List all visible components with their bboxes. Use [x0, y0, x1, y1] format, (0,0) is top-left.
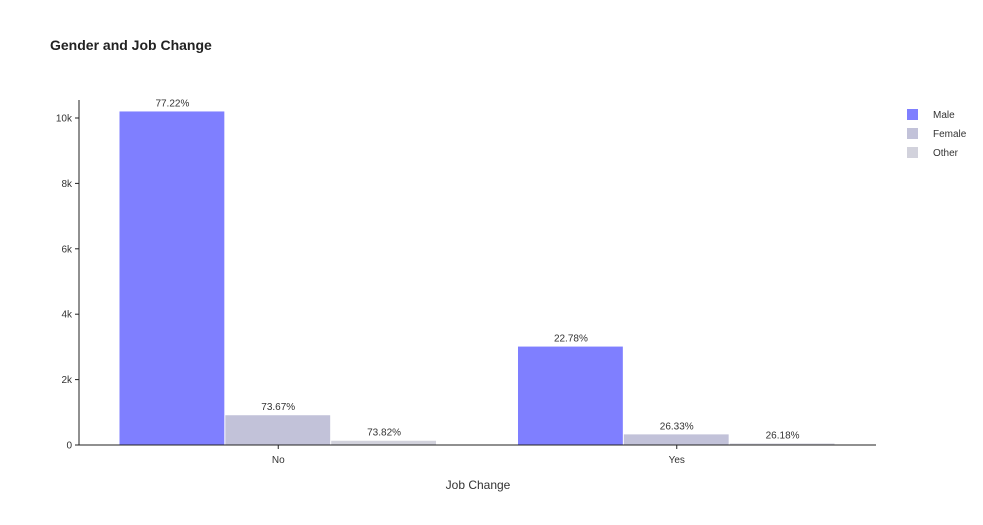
y-axis-ticks: 0 2k 4k 6k 8k 10k [56, 114, 79, 452]
bar-labels-layer: 77.22% 73.67% 73.82% 22.78% 26.33% 26.18% [155, 98, 799, 441]
bar-data-label: 22.78% [554, 334, 588, 345]
legend-swatch-other [907, 147, 918, 158]
legend-swatch-female [907, 128, 918, 139]
bar-female-yes [623, 434, 729, 445]
bar-data-label: 77.22% [155, 98, 189, 109]
legend-label-female: Female [933, 129, 967, 140]
bar-male-yes [517, 346, 623, 445]
y-tick-label: 10k [56, 114, 73, 125]
bar-male-no [119, 111, 225, 446]
x-tick-label: Yes [669, 455, 685, 466]
y-tick-label: 6k [61, 244, 73, 255]
x-tick-label: No [272, 455, 285, 466]
legend-label-male: Male [933, 110, 955, 121]
bar-data-label: 73.82% [367, 428, 401, 439]
x-axis-ticks: No Yes [272, 445, 685, 466]
y-tick-label: 2k [61, 375, 73, 386]
legend-swatch-male [907, 109, 918, 120]
legend-label-other: Other [933, 148, 959, 159]
y-tick-label: 0 [66, 441, 72, 452]
y-tick-label: 4k [61, 310, 73, 321]
y-tick-label: 8k [61, 179, 73, 190]
bar-data-label: 26.33% [660, 421, 694, 432]
chart-title: Gender and Job Change [50, 37, 212, 53]
bar-other-no [331, 440, 437, 445]
bar-other-yes [729, 443, 835, 445]
x-axis-title: Job Change [446, 478, 511, 492]
bar-data-label: 26.18% [766, 430, 800, 441]
bars-layer [119, 111, 835, 446]
legend: Male Female Other [907, 109, 967, 159]
bar-female-no [225, 415, 331, 445]
bar-data-label: 73.67% [261, 402, 295, 413]
